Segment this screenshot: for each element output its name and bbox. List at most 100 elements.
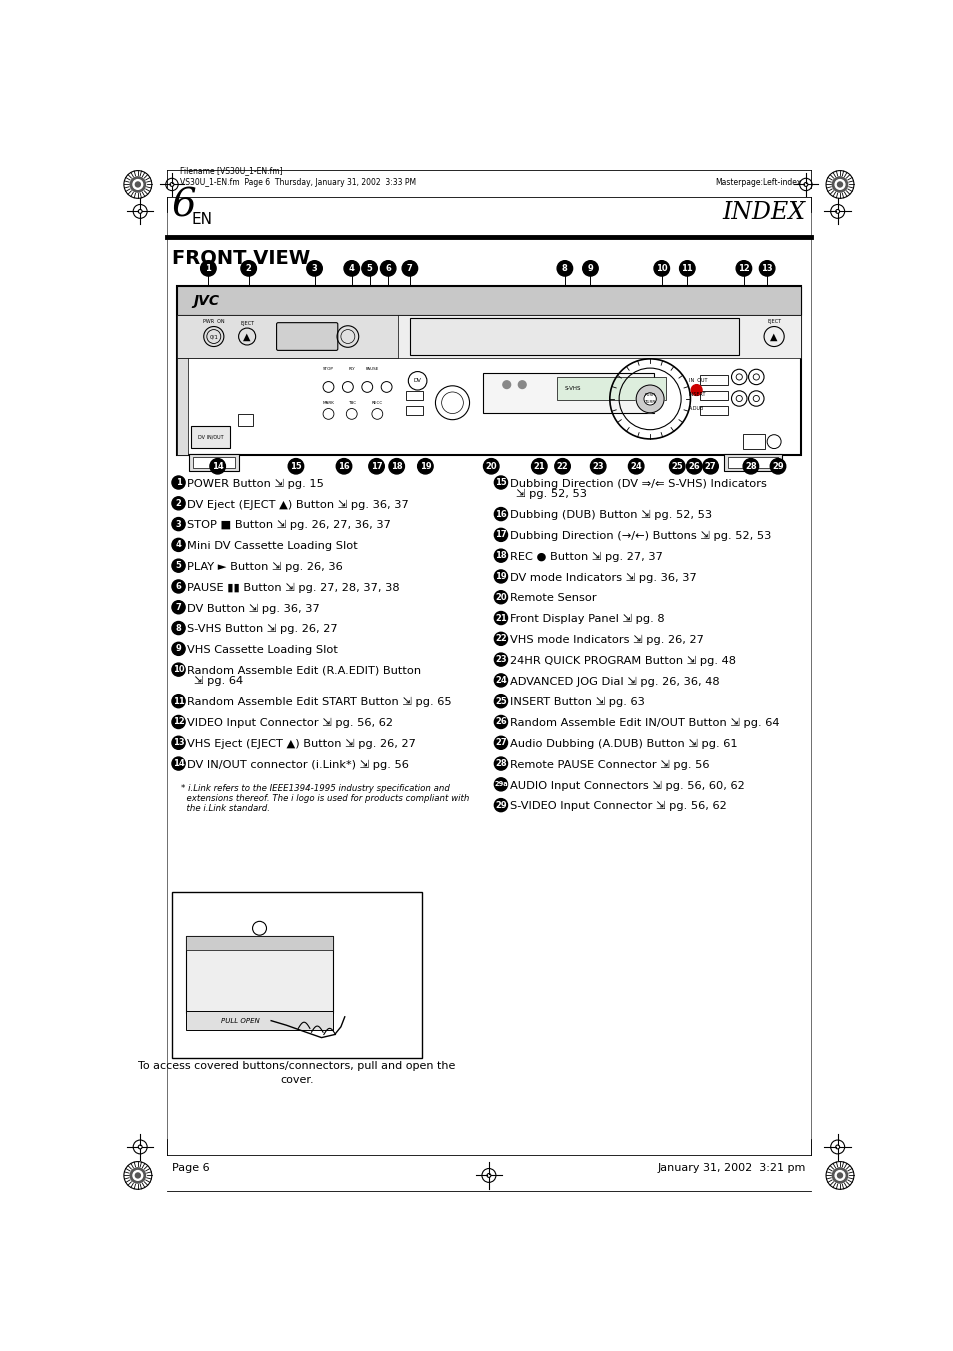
Text: 29a: 29a	[494, 781, 507, 788]
Text: 9: 9	[175, 644, 181, 654]
Text: 29: 29	[771, 462, 783, 470]
Circle shape	[494, 590, 507, 604]
Text: 5: 5	[175, 561, 181, 570]
Text: 2: 2	[175, 499, 181, 508]
Circle shape	[517, 381, 525, 389]
Circle shape	[335, 458, 352, 474]
Text: VS30U_1-EN.fm  Page 6  Thursday, January 31, 2002  3:33 PM: VS30U_1-EN.fm Page 6 Thursday, January 3…	[179, 177, 416, 186]
Text: Audio Dubbing (A.DUB) Button ⇲ pg. 61: Audio Dubbing (A.DUB) Button ⇲ pg. 61	[509, 739, 737, 748]
Bar	[727, 457, 778, 467]
Bar	[177, 286, 801, 455]
Text: ▲: ▲	[770, 331, 777, 342]
Circle shape	[172, 580, 185, 593]
Circle shape	[172, 694, 185, 708]
Text: ADVANCED JOG Dial ⇲ pg. 26, 36, 48: ADVANCED JOG Dial ⇲ pg. 26, 36, 48	[509, 677, 719, 686]
Text: VIDEO Input Connector ⇲ pg. 56, 62: VIDEO Input Connector ⇲ pg. 56, 62	[187, 719, 393, 728]
Text: Mini DV Cassette Loading Slot: Mini DV Cassette Loading Slot	[187, 540, 357, 551]
Text: 24: 24	[630, 462, 641, 470]
Circle shape	[691, 385, 701, 396]
Text: S-VHS: S-VHS	[564, 386, 580, 390]
Text: Random Assemble Edit (R.A.EDIT) Button: Random Assemble Edit (R.A.EDIT) Button	[187, 666, 421, 676]
Circle shape	[200, 261, 216, 276]
Bar	[193, 457, 235, 467]
FancyBboxPatch shape	[276, 323, 337, 350]
Circle shape	[172, 538, 185, 551]
Circle shape	[172, 663, 185, 676]
Text: 14: 14	[212, 462, 223, 470]
Circle shape	[172, 757, 185, 770]
Circle shape	[172, 517, 185, 531]
Text: PLAY ► Button ⇲ pg. 26, 36: PLAY ► Button ⇲ pg. 26, 36	[187, 562, 343, 571]
Text: 27: 27	[495, 738, 506, 747]
Bar	[192, 426, 230, 447]
Circle shape	[132, 180, 143, 189]
Text: 22: 22	[495, 635, 506, 643]
Circle shape	[494, 653, 507, 666]
Text: 6: 6	[385, 263, 391, 273]
Circle shape	[172, 476, 185, 489]
Circle shape	[494, 570, 507, 584]
Text: PULL OPEN: PULL OPEN	[220, 1017, 259, 1024]
Text: 0/1: 0/1	[209, 334, 218, 339]
Bar	[410, 319, 739, 354]
Circle shape	[769, 458, 785, 474]
Bar	[177, 315, 801, 358]
Text: REC ● Button ⇲ pg. 27, 37: REC ● Button ⇲ pg. 27, 37	[509, 551, 662, 562]
Text: 15: 15	[290, 462, 301, 470]
Circle shape	[834, 1170, 844, 1181]
Text: 3: 3	[312, 263, 317, 273]
Text: 25: 25	[495, 697, 506, 705]
Text: Dubbing Direction (→/←) Buttons ⇲ pg. 52, 53: Dubbing Direction (→/←) Buttons ⇲ pg. 52…	[509, 531, 770, 542]
Bar	[406, 407, 422, 416]
Text: Dubbing (DUB) Button ⇲ pg. 52, 53: Dubbing (DUB) Button ⇲ pg. 52, 53	[509, 511, 711, 520]
Circle shape	[344, 261, 359, 276]
Circle shape	[736, 261, 751, 276]
Text: 12: 12	[738, 263, 749, 273]
Text: 14: 14	[172, 759, 184, 769]
Circle shape	[483, 458, 498, 474]
Text: JVC: JVC	[193, 293, 218, 308]
Text: 10: 10	[172, 665, 184, 674]
Text: A.DUB: A.DUB	[688, 407, 703, 411]
Text: IN  OUT: IN OUT	[688, 378, 706, 384]
Text: 4: 4	[349, 263, 355, 273]
Text: 28: 28	[744, 462, 756, 470]
Text: Masterpage:Left-index: Masterpage:Left-index	[714, 177, 801, 186]
Text: 19: 19	[419, 462, 431, 470]
Circle shape	[135, 182, 140, 186]
Bar	[177, 358, 188, 455]
Bar	[177, 315, 397, 358]
Text: January 31, 2002  3:21 pm: January 31, 2002 3:21 pm	[657, 1163, 805, 1173]
Circle shape	[494, 632, 507, 646]
Text: Remote Sensor: Remote Sensor	[509, 593, 596, 604]
Circle shape	[361, 261, 377, 276]
Text: 27: 27	[704, 462, 716, 470]
Text: Dubbing Direction (DV ⇒/⇐ S-VHS) Indicators: Dubbing Direction (DV ⇒/⇐ S-VHS) Indicat…	[509, 478, 766, 489]
Circle shape	[172, 736, 185, 750]
Text: 13: 13	[760, 263, 772, 273]
Bar	[237, 413, 253, 426]
Text: 20: 20	[495, 593, 506, 601]
Text: 16: 16	[495, 509, 506, 519]
Text: Random Assemble Edit START Button ⇲ pg. 65: Random Assemble Edit START Button ⇲ pg. …	[187, 697, 452, 708]
Text: 17: 17	[495, 531, 506, 539]
Text: 11: 11	[172, 697, 184, 705]
Text: AUDIO Input Connectors ⇲ pg. 56, 60, 62: AUDIO Input Connectors ⇲ pg. 56, 60, 62	[509, 781, 744, 790]
Circle shape	[172, 601, 185, 613]
Circle shape	[742, 458, 758, 474]
Text: 19: 19	[495, 571, 506, 581]
Bar	[742, 434, 764, 450]
Bar	[186, 1012, 333, 1029]
Circle shape	[494, 716, 507, 728]
Circle shape	[582, 261, 598, 276]
Text: STOP ■ Button ⇲ pg. 26, 27, 36, 37: STOP ■ Button ⇲ pg. 26, 27, 36, 37	[187, 520, 391, 531]
Text: EJECT: EJECT	[766, 319, 781, 324]
Text: DV mode Indicators ⇲ pg. 36, 37: DV mode Indicators ⇲ pg. 36, 37	[509, 573, 696, 582]
Text: Remote PAUSE Connector ⇲ pg. 56: Remote PAUSE Connector ⇲ pg. 56	[509, 759, 709, 770]
Circle shape	[494, 508, 507, 520]
Text: 21: 21	[533, 462, 544, 470]
Circle shape	[686, 458, 701, 474]
Circle shape	[837, 182, 841, 186]
Text: TURN: TURN	[644, 400, 655, 404]
Text: Page 6: Page 6	[172, 1163, 210, 1173]
